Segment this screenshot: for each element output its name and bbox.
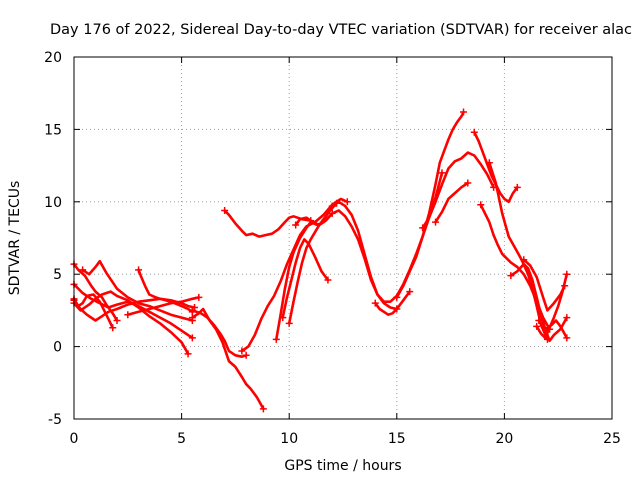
plus-marker [563, 270, 571, 278]
series-line-sat-k [240, 197, 349, 353]
series-line-sat-o [287, 201, 338, 325]
y-axis-label: SDTVAR / TECUs [7, 181, 23, 296]
plus-marker [406, 288, 414, 296]
plus-marker [188, 306, 196, 314]
plus-marker [135, 266, 143, 274]
plus-marker [285, 319, 293, 327]
plus-marker [324, 276, 332, 284]
plus-marker [113, 317, 121, 325]
x-axis-label: GPS time / hours [284, 458, 401, 474]
plus-marker [371, 299, 379, 307]
series-line-sat-e [81, 259, 194, 322]
plus-marker [438, 169, 446, 177]
y-tick-label: 10 [44, 195, 62, 211]
y-tick-label: 20 [44, 50, 62, 66]
series-line-sat-i [191, 307, 265, 411]
plus-marker [507, 272, 515, 280]
plus-marker [561, 282, 569, 290]
plus-marker [485, 159, 493, 167]
series-line-sat-h [126, 296, 201, 317]
x-tick-label: 0 [70, 431, 79, 447]
plus-marker [563, 334, 571, 342]
plot-frame [73, 56, 613, 420]
series-line-sat-u [434, 181, 470, 224]
plus-marker [477, 201, 485, 209]
plus-marker [79, 266, 87, 274]
series-line-sat-c [72, 282, 194, 340]
plus-marker [535, 317, 543, 325]
plus-marker [242, 351, 250, 359]
series-line-sat-ab [522, 258, 567, 312]
series-line-sat-v [472, 131, 519, 204]
series-line-sat-aa [537, 319, 569, 340]
plus-marker [520, 256, 528, 264]
plus-marker [109, 324, 117, 332]
series-line-sat-x [487, 161, 549, 341]
plus-marker [328, 202, 336, 210]
y-tick-label: 0 [53, 340, 62, 356]
x-tick-label: 5 [177, 431, 186, 447]
plus-marker [513, 183, 521, 191]
plus-marker [292, 221, 300, 229]
series-line-sat-s [395, 110, 465, 299]
axis-ticks: 0 5 10 15 20 25 -5 0 5 10 15 20 [44, 50, 621, 447]
plus-marker [184, 350, 192, 358]
plus-marker [533, 322, 541, 330]
plus-marker [470, 128, 478, 136]
y-tick-label: -5 [48, 412, 62, 428]
plus-marker [432, 218, 440, 226]
series-line-sat-n [281, 238, 330, 319]
series-line-sat-g [137, 268, 196, 309]
plus-marker [124, 311, 132, 319]
plus-marker [419, 224, 427, 232]
y-tick-label: 15 [44, 122, 62, 138]
x-tick-label: 10 [280, 431, 298, 447]
x-tick-label: 25 [603, 431, 621, 447]
x-tick-label: 15 [388, 431, 406, 447]
series-line-sat-b [72, 290, 190, 356]
data-series [70, 108, 571, 413]
plus-marker [563, 314, 571, 322]
plus-marker [343, 198, 351, 206]
plus-marker [188, 314, 196, 322]
plus-marker [393, 293, 401, 301]
plus-marker [195, 293, 203, 301]
plus-marker [279, 314, 287, 322]
series-line-sat-r [373, 290, 412, 317]
plus-marker [238, 347, 246, 355]
series-line-sat-q [330, 171, 444, 304]
x-tick-label: 20 [495, 431, 513, 447]
series-line-sat-f [72, 293, 114, 330]
series-line-sat-d [72, 297, 194, 322]
plus-marker [464, 179, 472, 187]
plus-marker [221, 206, 229, 214]
plus-marker [460, 108, 468, 116]
y-tick-label: 5 [53, 267, 62, 283]
chart-title: Day 176 of 2022, Sidereal Day-to-day VTE… [50, 22, 632, 38]
grid-lines [74, 57, 612, 419]
plus-marker [272, 335, 280, 343]
series-line-sat-j [191, 309, 248, 359]
series-line-sat-t [421, 151, 495, 230]
plus-marker [259, 405, 267, 413]
series-line-sat-l [223, 209, 313, 238]
plus-marker [188, 334, 196, 342]
series-line-sat-y [509, 262, 569, 343]
